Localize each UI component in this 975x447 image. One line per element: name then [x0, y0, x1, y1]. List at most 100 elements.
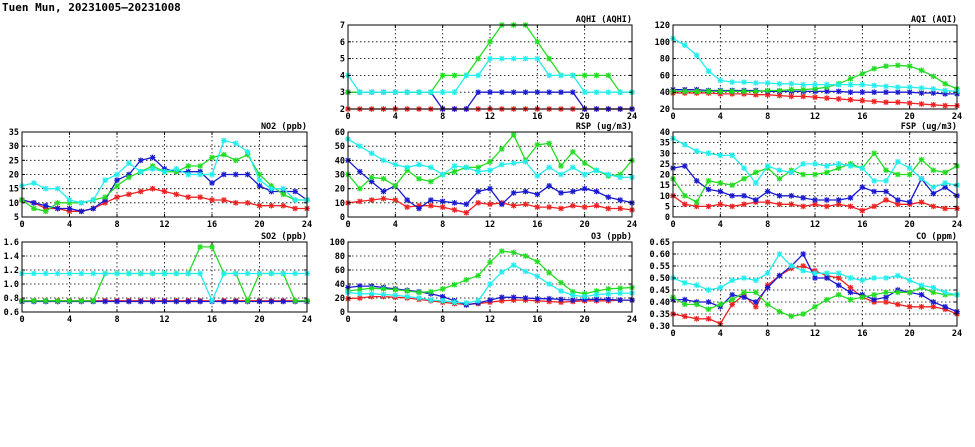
data-point-cyan	[185, 171, 192, 178]
data-point-red	[487, 201, 493, 208]
data-point-cyan	[546, 72, 552, 79]
data-point-cyan	[102, 177, 108, 183]
data-point-blue	[906, 89, 913, 95]
data-point-green	[906, 171, 913, 178]
data-point-green	[392, 183, 399, 189]
y-tick-label: 35	[660, 139, 670, 149]
data-point-cyan	[499, 269, 505, 275]
y-tick-label: 30	[335, 171, 345, 181]
data-point-cyan	[741, 79, 747, 85]
x-tick-label: 16	[857, 329, 867, 339]
data-point-red	[847, 203, 854, 210]
data-point-cyan	[416, 295, 422, 301]
data-point-cyan	[605, 171, 612, 178]
data-point-cyan	[54, 185, 61, 192]
data-point-cyan	[439, 89, 446, 95]
data-point-blue	[558, 296, 564, 303]
data-point-green	[776, 175, 783, 182]
data-point-red	[942, 102, 948, 109]
data-point-blue	[31, 200, 37, 206]
data-point-blue	[570, 188, 576, 195]
data-point-green	[812, 304, 818, 310]
data-point-red	[570, 202, 576, 209]
data-point-red	[149, 185, 156, 192]
data-point-green	[487, 158, 493, 165]
y-tick-label: 0	[665, 213, 670, 223]
y-tick-label: 1.0	[4, 280, 19, 290]
data-point-green	[824, 296, 830, 303]
data-point-cyan	[581, 89, 588, 95]
data-point-cyan	[581, 293, 588, 300]
data-point-cyan	[764, 163, 771, 169]
data-point-green	[617, 285, 623, 291]
data-point-green	[776, 87, 783, 94]
data-point-red	[705, 316, 712, 322]
data-point-green	[895, 289, 901, 296]
y-tick-label: 100	[330, 238, 345, 248]
y-tick-label: 60	[660, 71, 670, 81]
x-tick-label: 8	[765, 220, 770, 230]
x-tick-label: 16	[532, 112, 542, 122]
x-tick-label: 12	[810, 112, 820, 122]
data-point-red	[682, 313, 688, 320]
data-point-green	[717, 180, 724, 186]
data-point-blue	[753, 197, 759, 203]
data-point-blue	[593, 296, 600, 303]
data-point-cyan	[558, 72, 564, 79]
data-point-green	[717, 301, 724, 308]
data-point-red	[546, 204, 552, 210]
y-tick-label: 30	[660, 149, 670, 159]
data-point-blue	[824, 275, 830, 281]
data-point-green	[463, 277, 470, 283]
data-point-cyan	[31, 270, 37, 277]
data-point-blue	[475, 188, 481, 195]
data-point-blue	[605, 296, 612, 303]
x-tick-label: 0	[345, 315, 350, 325]
data-point-blue	[812, 197, 818, 203]
x-tick-label: 24	[952, 329, 962, 339]
data-point-blue	[693, 178, 700, 184]
data-point-cyan	[682, 42, 688, 48]
chart-title: CO (ppm)	[916, 232, 957, 242]
data-point-cyan	[137, 168, 144, 175]
data-point-green	[510, 249, 517, 256]
data-point-green	[232, 157, 239, 164]
y-tick-label: 10	[660, 192, 670, 202]
data-point-green	[824, 169, 830, 176]
data-point-green	[66, 298, 73, 304]
data-point-blue	[593, 188, 600, 195]
data-point-blue	[209, 180, 215, 186]
data-point-blue	[717, 188, 724, 195]
data-point-cyan	[357, 143, 363, 149]
data-point-blue	[930, 299, 937, 305]
data-point-green	[185, 163, 192, 169]
data-point-cyan	[788, 263, 795, 269]
data-point-green	[871, 150, 877, 157]
data-point-red	[451, 207, 458, 213]
data-point-cyan	[475, 72, 481, 79]
data-point-blue	[570, 297, 576, 303]
y-tick-label: 80	[660, 55, 670, 65]
x-tick-label: 20	[905, 220, 915, 230]
data-point-blue	[534, 295, 541, 302]
data-point-cyan	[741, 165, 747, 171]
data-point-cyan	[66, 197, 73, 203]
data-point-cyan	[824, 270, 830, 276]
y-tick-label: 0.8	[4, 294, 19, 304]
data-point-cyan	[942, 289, 948, 296]
data-point-blue	[161, 298, 168, 305]
data-point-blue	[753, 299, 759, 305]
data-point-cyan	[546, 164, 552, 171]
data-point-cyan	[918, 85, 925, 91]
data-point-blue	[895, 197, 901, 203]
data-point-cyan	[463, 72, 470, 79]
data-point-blue	[847, 89, 854, 95]
x-tick-label: 20	[580, 315, 590, 325]
data-point-blue	[126, 298, 132, 305]
data-point-green	[682, 301, 688, 308]
data-point-blue	[800, 251, 806, 257]
data-point-blue	[256, 183, 263, 189]
x-tick-label: 20	[580, 220, 590, 230]
data-point-green	[368, 285, 375, 291]
